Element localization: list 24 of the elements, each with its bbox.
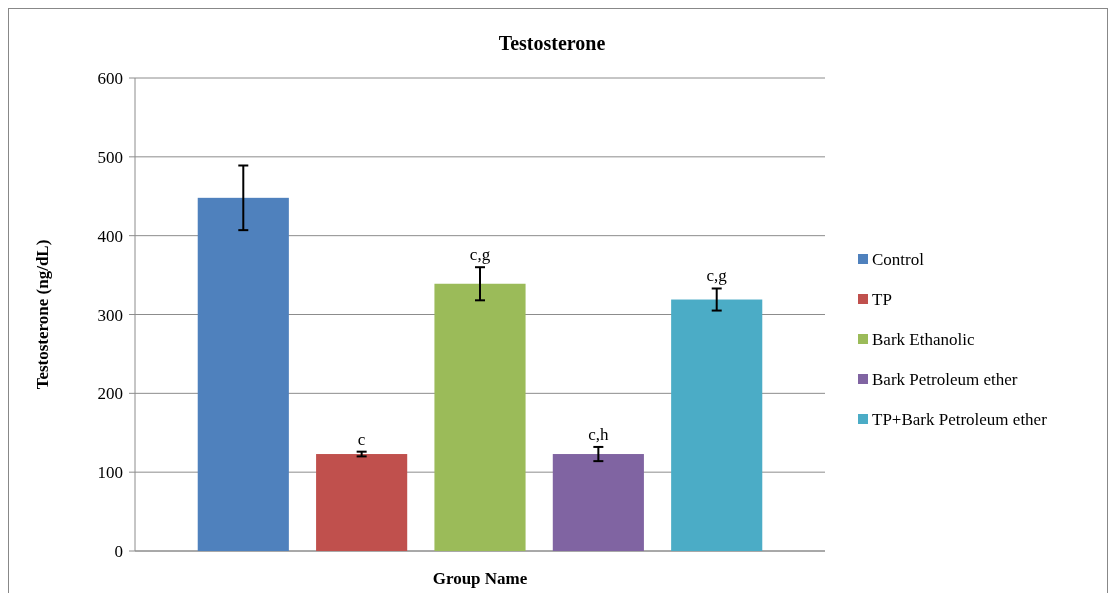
data-label: c <box>357 429 366 449</box>
data-label: c,h <box>588 424 609 444</box>
x-axis-title: Group Name <box>432 569 528 588</box>
legend-label: Control <box>872 250 925 269</box>
legend-label: TP <box>872 290 892 309</box>
bar <box>671 299 763 551</box>
bar <box>316 454 408 551</box>
y-tick-label: 300 <box>97 305 123 325</box>
legend-label: Bark Petroleum ether <box>872 370 1018 389</box>
y-tick-label: 500 <box>97 147 123 167</box>
bar <box>552 454 644 551</box>
bar <box>197 197 289 551</box>
y-tick-label: 400 <box>97 226 123 246</box>
bar <box>434 283 526 551</box>
y-tick-label: 0 <box>114 542 123 561</box>
legend-label: TP+Bark Petroleum ether <box>872 410 1048 429</box>
chart-title: Testosterone <box>498 32 606 54</box>
y-axis-title: Testosterone (ng/dL) <box>33 239 52 390</box>
data-label: c,g <box>469 245 491 265</box>
legend-label: Bark Ethanolic <box>872 330 975 349</box>
y-tick-label: 600 <box>97 69 123 88</box>
data-label: c,g <box>706 266 728 286</box>
y-tick-label: 100 <box>97 463 123 483</box>
y-tick-label: 200 <box>97 384 123 404</box>
